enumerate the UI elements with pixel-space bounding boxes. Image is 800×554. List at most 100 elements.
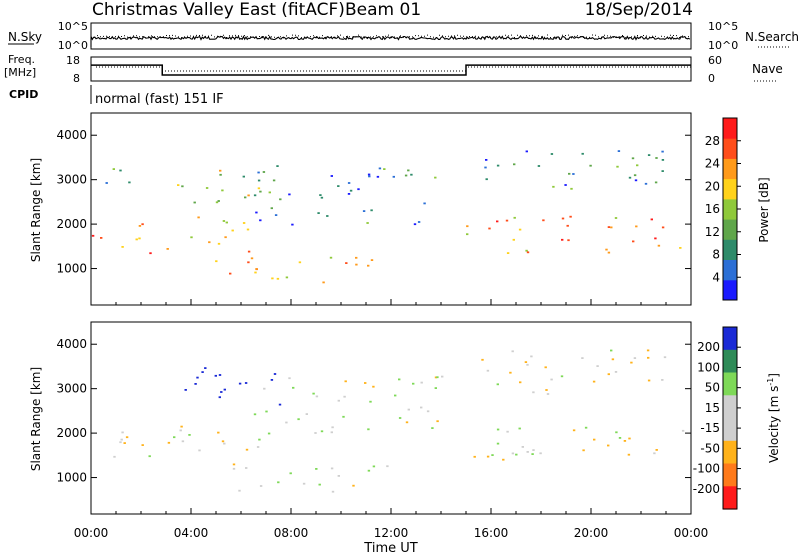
scatter-cell-band-7 bbox=[661, 150, 664, 153]
scatter-cell-band-6 bbox=[542, 219, 545, 222]
scatter-cell-band-5 bbox=[423, 202, 426, 205]
scatter-cell-band-2 bbox=[246, 228, 250, 231]
scatter-cell-band-6 bbox=[518, 228, 522, 231]
scatter-cell-band-1 bbox=[223, 388, 226, 391]
scatter-cell-band-2 bbox=[208, 241, 211, 244]
scatter-cell-band-5 bbox=[515, 453, 518, 456]
scatter-cell-band-6 bbox=[524, 361, 528, 363]
scatter-cell-band-4 bbox=[297, 418, 300, 421]
colorbar-swatch bbox=[723, 463, 737, 487]
scatter-cell-band-6 bbox=[663, 356, 667, 359]
scatter-cell-band-0 bbox=[120, 438, 123, 441]
freq-unit: [MHz] bbox=[4, 66, 36, 79]
scatter-cell-band-5 bbox=[623, 440, 627, 442]
nave-dots bbox=[96, 66, 691, 72]
scatter-cell-band-4 bbox=[305, 413, 308, 415]
scatter-cell-band-4 bbox=[369, 400, 372, 403]
scatter-cell-band-0 bbox=[121, 246, 124, 248]
scatter-cell-band-4 bbox=[298, 261, 302, 264]
power-yaxis: 1000 2000 3000 4000 bbox=[56, 128, 691, 276]
scatter-cell-band-5 bbox=[319, 194, 322, 196]
scatter-cell-band-6 bbox=[511, 350, 514, 353]
scatter-cell-band-5 bbox=[627, 453, 631, 456]
colorbar-swatch bbox=[723, 440, 737, 465]
scatter-cell-band-4 bbox=[431, 427, 434, 429]
freq-line bbox=[91, 64, 691, 76]
scatter-cell-band-6 bbox=[654, 237, 657, 240]
nsky-tick-bottom: 10^0 bbox=[58, 39, 88, 52]
scatter-cell-band-4 bbox=[398, 417, 402, 419]
scatter-cell-band-4 bbox=[312, 392, 315, 395]
velocity-colorbar-label-close: ] bbox=[767, 373, 781, 378]
scatter-cell-band-4 bbox=[314, 432, 317, 434]
scatter-cell-band-3 bbox=[238, 489, 241, 492]
colorbar-tick-label: 12 bbox=[705, 225, 720, 239]
scatter-cell-band-4 bbox=[292, 386, 295, 389]
ytick-label: 3000 bbox=[56, 173, 87, 187]
colorbar-swatch bbox=[723, 395, 737, 419]
nsky-label: N.Sky bbox=[8, 30, 42, 44]
scatter-cell-band-7 bbox=[633, 174, 637, 177]
scatter-cell-band-2 bbox=[221, 440, 225, 443]
scatter-cell-band-5 bbox=[410, 173, 413, 176]
scatter-cell-band-6 bbox=[647, 379, 651, 382]
colorbar-swatch bbox=[723, 198, 737, 220]
scatter-cell-band-5 bbox=[367, 173, 371, 176]
scatter-cell-band-3 bbox=[277, 481, 280, 484]
scatter-cell-band-1 bbox=[214, 374, 217, 377]
nsearch-tick-bottom: 10^0 bbox=[708, 39, 738, 52]
nsky-line bbox=[90, 35, 691, 47]
scatter-cell-band-6 bbox=[496, 383, 499, 386]
scatter-cell-band-6 bbox=[525, 249, 528, 252]
scatter-cell-band-1 bbox=[196, 376, 199, 379]
scatter-cell-band-6 bbox=[513, 216, 516, 219]
colorbar-swatch bbox=[723, 372, 737, 396]
scatter-cell-band-3 bbox=[259, 485, 263, 487]
colorbar-swatch bbox=[723, 349, 737, 374]
scatter-cell-band-5 bbox=[582, 449, 585, 452]
xtick-label: 12:00 bbox=[374, 526, 409, 540]
scatter-cell-band-6 bbox=[650, 218, 653, 221]
scatter-cell-band-6 bbox=[581, 357, 584, 359]
colorbar-tick-label: 100 bbox=[697, 360, 720, 374]
freq-tick-bottom: 8 bbox=[73, 72, 80, 85]
scatter-cell-band-2 bbox=[247, 250, 251, 253]
scatter-cell-band-7 bbox=[581, 152, 584, 155]
scatter-cell-band-5 bbox=[255, 211, 258, 214]
time-axis: 00:00 04:00 08:00 12:00 16:00 20:00 00:00 bbox=[74, 526, 709, 540]
scatter-cell-band-5 bbox=[521, 446, 524, 448]
scatter-cell-band-5 bbox=[368, 175, 371, 178]
scatter-cell-band-7 bbox=[485, 159, 488, 161]
velocity-colorbar-label-main: Velocity [m s bbox=[767, 386, 781, 463]
nsky-panel bbox=[90, 22, 692, 50]
xtick-label: 00:00 bbox=[674, 526, 709, 540]
scatter-cell-band-2 bbox=[224, 236, 227, 239]
scatter-cell-band-2 bbox=[190, 236, 193, 239]
scatter-cell-band-6 bbox=[605, 248, 608, 251]
scatter-cell-band-4 bbox=[355, 256, 358, 259]
scatter-cell-band-7 bbox=[484, 166, 487, 169]
freq-trace bbox=[91, 64, 691, 76]
xaxis-label: Time UT bbox=[363, 541, 417, 554]
scatter-cell-band-3 bbox=[318, 483, 321, 486]
colorbar-tick-label: 28 bbox=[705, 134, 720, 148]
scatter-cell-band-7 bbox=[636, 164, 639, 167]
colorbar-swatch bbox=[723, 158, 737, 180]
scatter-cell-band-4 bbox=[344, 380, 347, 383]
nave-tick-top: 60 bbox=[708, 54, 722, 67]
scatter-cell-band-2 bbox=[215, 260, 218, 263]
scatter-cell-band-4 bbox=[436, 420, 439, 423]
scatter-cell-band-1 bbox=[194, 383, 197, 385]
colorbar-tick-label: 4 bbox=[712, 270, 720, 284]
ytick-label: 1000 bbox=[56, 262, 87, 276]
scatter-cell-band-4 bbox=[288, 377, 291, 380]
scatter-cell-band-6 bbox=[646, 349, 650, 352]
scatter-cell-band-7 bbox=[654, 181, 658, 184]
scatter-cell-band-6 bbox=[530, 355, 533, 358]
scatter-cell-band-2 bbox=[256, 446, 260, 448]
ytick-label: 1000 bbox=[56, 471, 87, 485]
scatter-cell-band-2 bbox=[247, 261, 250, 264]
scatter-cell-band-2 bbox=[180, 425, 183, 428]
scatter-cell-band-2 bbox=[231, 229, 234, 232]
scatter-cell-band-4 bbox=[271, 277, 274, 280]
